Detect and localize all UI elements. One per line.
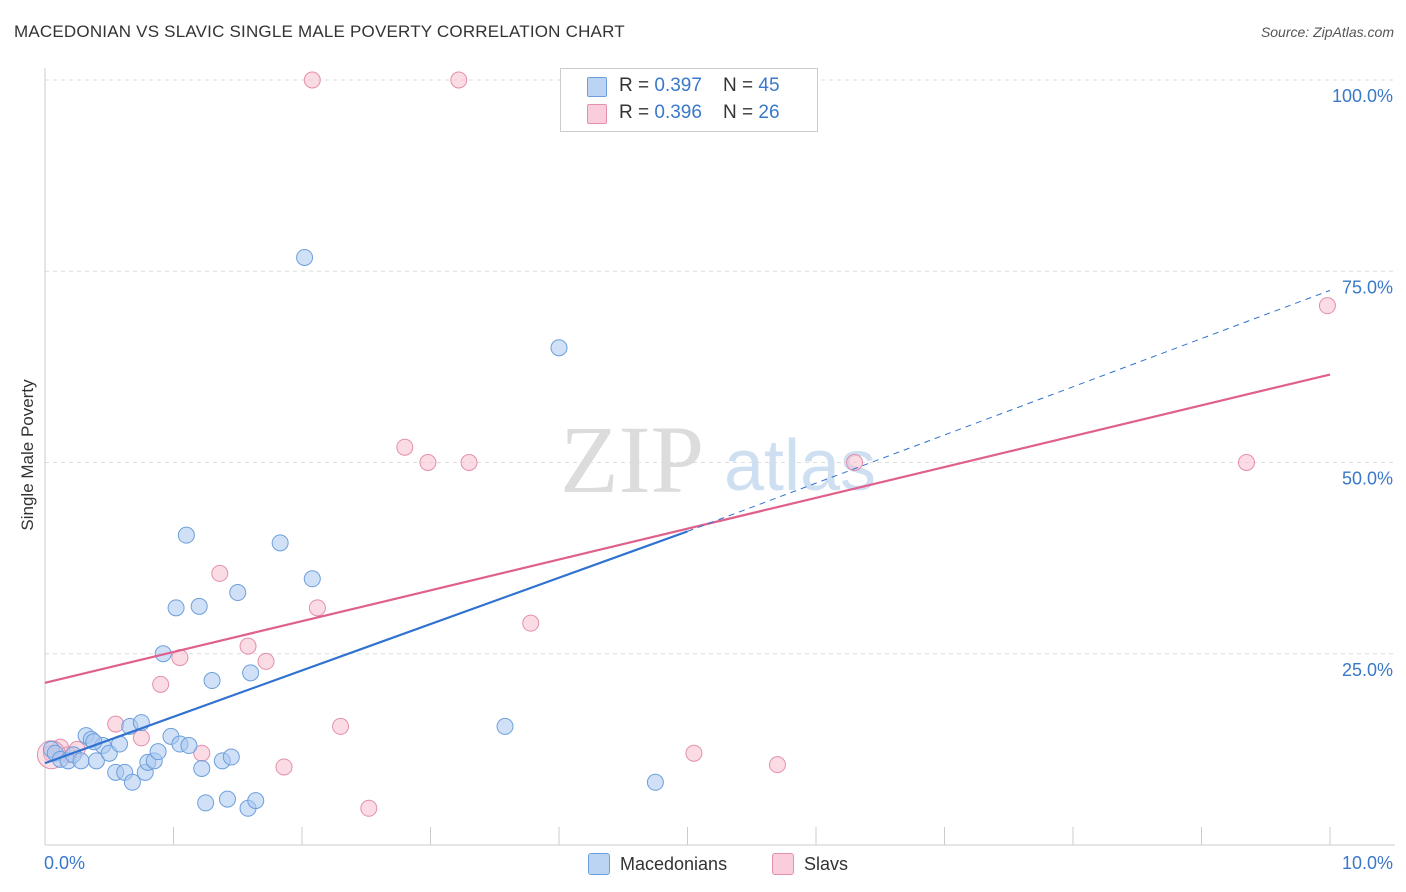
gridlines (45, 79, 1395, 655)
macedonians-point (496, 717, 514, 735)
correlation-legend: R = 0.397 N = 45 R = 0.396 N = 26 (560, 68, 818, 132)
slavs-point (257, 652, 275, 670)
macedonians-point (296, 248, 314, 266)
macedonians-point (193, 760, 211, 777)
macedonians-point (646, 773, 664, 791)
slavs-point (303, 71, 321, 89)
macedonians-point (203, 672, 221, 690)
tick-labels: 100.0% 75.0% 50.0% 25.0% 0.0% 10.0% (44, 86, 1393, 873)
macedonians-point (123, 773, 141, 791)
macedonians-point (149, 743, 167, 761)
macedonians-point (229, 584, 247, 602)
slavs-point (419, 454, 437, 471)
slavs-point (685, 744, 703, 762)
y-tick-label: 100.0% (1332, 86, 1393, 106)
macedonians-point (87, 752, 105, 770)
x-tick-label: 10.0% (1342, 853, 1393, 873)
x-tick-label: 0.0% (44, 853, 85, 873)
legend-swatch-macedonians (587, 77, 607, 97)
macedonians-point (167, 599, 185, 617)
slavs-point (239, 637, 257, 655)
macedonians-trend-line (44, 530, 688, 765)
macedonians-point (550, 339, 568, 357)
bottom-legend-macedonians: Macedonians (588, 850, 727, 878)
macedonians-point (218, 790, 236, 808)
macedonians-point (271, 534, 289, 552)
slavs-point (152, 675, 170, 693)
macedonians-point (72, 752, 90, 770)
trend-lines (44, 289, 1331, 765)
y-tick-label: 25.0% (1342, 660, 1393, 680)
macedonians-point (247, 792, 265, 810)
slavs-point (107, 715, 125, 733)
axes (44, 68, 1395, 846)
chart-title: MACEDONIAN VS SLAVIC SINGLE MALE POVERTY… (14, 22, 625, 41)
macedonians-point (242, 664, 260, 682)
bottom-legend-label-macedonians: Macedonians (620, 853, 728, 874)
bottom-swatch-macedonians (588, 853, 610, 875)
slavs-point (1237, 454, 1255, 471)
slavs-point (332, 717, 350, 735)
slavs-point (1318, 297, 1336, 315)
bottom-swatch-slavs (772, 853, 794, 875)
macedonians-point (222, 748, 240, 766)
slavs-point (768, 756, 786, 774)
macedonians-trend-extension (687, 289, 1331, 532)
bottom-legend-slavs: Slavs (772, 850, 848, 878)
macedonians-points (42, 248, 664, 817)
source-label: Source: ZipAtlas.com (1260, 24, 1394, 40)
slavs-trend-line (44, 373, 1331, 684)
slavs-point (522, 614, 540, 632)
slavs-point (211, 564, 229, 582)
y-tick-label: 75.0% (1342, 277, 1393, 297)
legend-text-macedonians: R = 0.397 N = 45 (619, 75, 780, 96)
y-tick-label: 50.0% (1342, 469, 1393, 489)
slavs-point (308, 599, 326, 617)
slavs-point (846, 454, 864, 471)
slavs-point (275, 758, 293, 776)
macedonians-point (197, 794, 215, 812)
macedonians-point (180, 737, 198, 755)
slavs-point (396, 438, 414, 456)
slavs-point (450, 71, 468, 89)
bottom-legend-label-slavs: Slavs (804, 853, 849, 874)
slavs-point (460, 454, 478, 471)
legend-text-slavs: R = 0.396 N = 26 (619, 102, 780, 123)
legend-swatch-slavs (587, 104, 607, 124)
macedonians-point (190, 597, 208, 615)
slavs-point (360, 799, 378, 817)
macedonians-point (177, 526, 195, 544)
watermark-zip: ZIP (560, 406, 704, 513)
macedonians-point (303, 570, 321, 588)
y-axis-label: Single Male Poverty (18, 379, 37, 531)
